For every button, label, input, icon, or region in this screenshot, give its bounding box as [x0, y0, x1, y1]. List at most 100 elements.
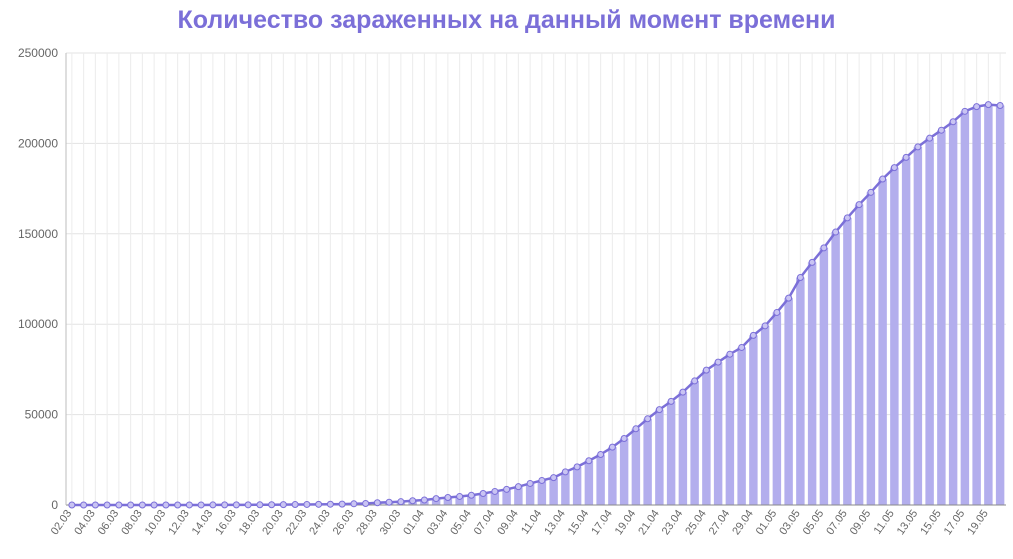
x-tick-label: 12.03 [166, 508, 192, 537]
data-point [186, 502, 192, 508]
y-tick-label: 50000 [25, 408, 59, 422]
x-tick-label: 17.04 [589, 508, 615, 537]
data-point [645, 416, 651, 422]
data-point [116, 502, 122, 508]
x-tick-label: 07.05 [824, 508, 850, 537]
x-tick-label: 01.05 [754, 508, 780, 537]
bar [632, 429, 640, 505]
x-tick-label: 29.04 [730, 508, 756, 537]
bar [620, 439, 628, 505]
bar [831, 232, 839, 505]
x-tick-label: 11.05 [872, 508, 897, 537]
data-point [656, 407, 662, 413]
data-point [950, 119, 956, 125]
x-tick-label: 06.03 [96, 508, 122, 537]
bars [68, 105, 1005, 505]
bar [737, 347, 745, 505]
x-tick-label: 13.04 [542, 508, 568, 537]
x-tick-label: 18.03 [237, 508, 263, 537]
x-tick-label: 19.05 [965, 508, 991, 537]
data-point [621, 436, 627, 442]
bar [561, 472, 569, 505]
data-point [692, 378, 698, 384]
bar [726, 354, 734, 505]
data-point [880, 176, 886, 182]
bar [996, 106, 1004, 505]
data-point [104, 502, 110, 508]
x-tick-label: 07.04 [472, 508, 498, 537]
bar [855, 205, 863, 505]
x-tick-labels: 02.0304.0306.0308.0310.0312.0314.0316.03… [49, 508, 991, 537]
data-point [222, 502, 228, 508]
bar [867, 192, 875, 505]
bar [972, 107, 980, 505]
bar [984, 105, 992, 505]
data-point [421, 497, 427, 503]
x-tick-label: 20.03 [260, 508, 286, 537]
x-tick-label: 28.03 [354, 508, 380, 537]
data-point [198, 502, 204, 508]
data-point [175, 502, 181, 508]
data-point [151, 502, 157, 508]
data-point [739, 344, 745, 350]
data-point [245, 502, 251, 508]
data-point [304, 501, 310, 507]
data-point [586, 458, 592, 464]
data-point [351, 501, 357, 507]
bar [773, 312, 781, 505]
data-point [868, 189, 874, 195]
bar [749, 335, 757, 505]
x-tick-label: 09.04 [495, 508, 521, 537]
data-point [927, 135, 933, 141]
bar [643, 419, 651, 505]
bar [961, 111, 969, 505]
data-point [762, 323, 768, 329]
data-point [962, 108, 968, 114]
x-tick-label: 23.04 [660, 508, 686, 537]
bar [608, 447, 616, 505]
x-tick-label: 17.05 [942, 508, 968, 537]
bar [878, 179, 886, 505]
data-point [269, 502, 275, 508]
bar [914, 147, 922, 505]
data-point [327, 501, 333, 507]
data-point [280, 502, 286, 508]
data-point [997, 103, 1003, 109]
data-point [680, 389, 686, 395]
bar [949, 122, 957, 505]
x-tick-label: 15.05 [918, 508, 944, 537]
data-point [539, 477, 545, 483]
x-tick-label: 03.05 [777, 508, 803, 537]
x-tick-label: 02.03 [49, 508, 75, 537]
data-point [410, 498, 416, 504]
data-point [809, 259, 815, 265]
bar [585, 461, 593, 505]
data-point [715, 359, 721, 365]
data-point [598, 451, 604, 457]
data-point [480, 491, 486, 497]
x-tick-label: 10.03 [143, 508, 169, 537]
y-tick-label: 200000 [18, 136, 58, 150]
data-point [292, 502, 298, 508]
x-tick-label: 11.04 [519, 508, 544, 537]
x-tick-label: 14.03 [190, 508, 216, 537]
x-tick-label: 16.03 [213, 508, 239, 537]
data-point [750, 332, 756, 338]
data-point [668, 398, 674, 404]
x-tick-label: 04.03 [72, 508, 98, 537]
data-point [433, 496, 439, 502]
x-tick-label: 24.03 [307, 508, 333, 537]
bar [702, 370, 710, 505]
bar [655, 410, 663, 505]
grid [66, 53, 1006, 505]
axes [66, 53, 1006, 505]
x-tick-label: 30.03 [378, 508, 404, 537]
data-point [374, 500, 380, 506]
x-tick-label: 22.03 [284, 508, 310, 537]
x-tick-label: 26.03 [331, 508, 357, 537]
bar [843, 218, 851, 505]
data-point [316, 501, 322, 507]
x-tick-label: 21.04 [636, 508, 662, 537]
data-point [468, 492, 474, 498]
